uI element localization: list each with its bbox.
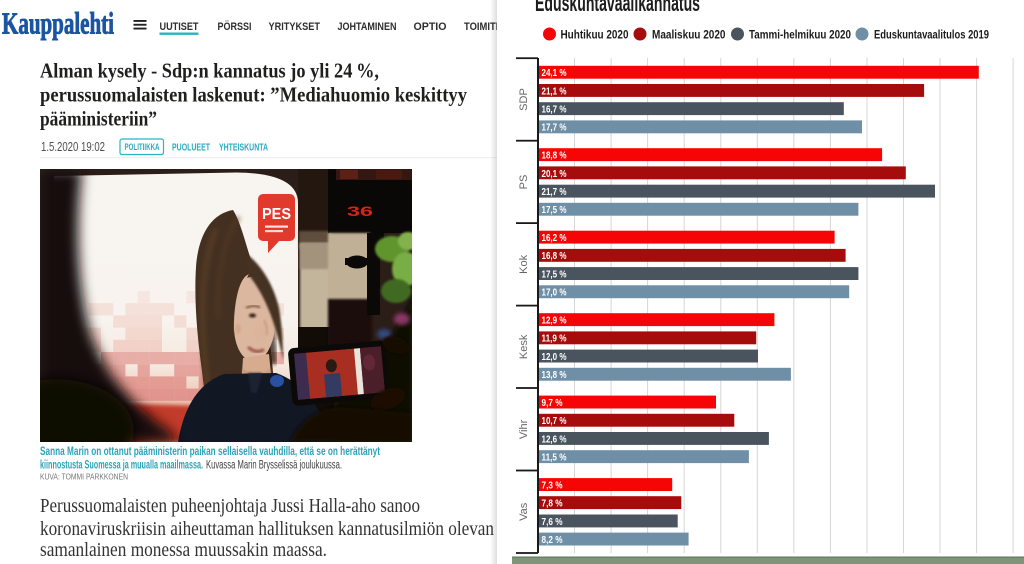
svg-text:YRITYKSET: YRITYKSET — [269, 21, 321, 33]
svg-text:SDP: SDP — [518, 88, 530, 111]
svg-text:PUOLUEET: PUOLUEET — [172, 143, 210, 154]
svg-text:11,5 %: 11,5 % — [542, 452, 568, 464]
svg-text:Vas: Vas — [518, 502, 530, 521]
svg-text:21,1 %: 21,1 % — [542, 85, 567, 97]
svg-text:17,5 %: 17,5 % — [542, 204, 567, 216]
svg-text:13,8 %: 13,8 % — [542, 369, 567, 381]
svg-text:12,9 %: 12,9 % — [542, 315, 567, 327]
svg-text:17,7 %: 17,7 % — [542, 122, 567, 134]
svg-text:Sanna Marin on ottanut päämini: Sanna Marin on ottanut pääministerin pai… — [40, 446, 380, 458]
svg-text:Kok: Kok — [518, 254, 530, 273]
svg-text:PES: PES — [262, 206, 291, 223]
svg-text:PÖRSSI: PÖRSSI — [218, 20, 252, 33]
svg-text:KUVA: TOMMI PARKKONEN: KUVA: TOMMI PARKKONEN — [40, 472, 128, 482]
svg-text:20,1 %: 20,1 % — [542, 168, 567, 180]
svg-text:24,1 %: 24,1 % — [542, 67, 567, 79]
svg-text:7,8 %: 7,8 % — [542, 498, 564, 510]
svg-text:12,6 %: 12,6 % — [542, 433, 567, 445]
svg-text:8,2 %: 8,2 % — [542, 534, 564, 546]
svg-text:17,5 %: 17,5 % — [542, 268, 567, 280]
svg-text:9,7 %: 9,7 % — [542, 397, 564, 409]
svg-text:Kuvassa Marin Brysselissä joul: Kuvassa Marin Brysselissä joulukuussa. — [206, 460, 342, 472]
svg-text:perussuomalaisten laskenut: ”M: perussuomalaisten laskenut: ”Mediahuomio… — [40, 83, 467, 107]
svg-text:Alman kysely - Sdp:n kannatus: Alman kysely - Sdp:n kannatus jo yli 24 … — [40, 59, 379, 83]
svg-text:11,9 %: 11,9 % — [542, 333, 568, 345]
svg-text:Vihr: Vihr — [518, 419, 530, 439]
svg-text:12,0 %: 12,0 % — [542, 351, 567, 363]
svg-text:Huhtikuu 2020: Huhtikuu 2020 — [561, 28, 629, 42]
svg-text:Maaliskuu 2020: Maaliskuu 2020 — [652, 28, 726, 42]
svg-text:Eduskuntavaalikannatus: Eduskuntavaalikannatus — [535, 0, 700, 16]
svg-text:PS: PS — [518, 175, 530, 190]
svg-text:Tammi-helmikuu 2020: Tammi-helmikuu 2020 — [749, 28, 851, 42]
svg-text:Kesk: Kesk — [518, 334, 530, 359]
svg-text:21,7 %: 21,7 % — [542, 186, 567, 198]
svg-text:17,0 %: 17,0 % — [542, 287, 567, 299]
svg-text:JOHTAMINEN: JOHTAMINEN — [338, 21, 397, 33]
svg-text:OPTIO: OPTIO — [414, 21, 447, 33]
svg-text:1.5.2020 19:02: 1.5.2020 19:02 — [41, 140, 105, 154]
svg-text:Kauppalehti: Kauppalehti — [2, 6, 114, 41]
svg-text:UUTISET: UUTISET — [160, 21, 199, 33]
svg-text:YHTEISKUNTA: YHTEISKUNTA — [219, 143, 268, 154]
svg-text:7,6 %: 7,6 % — [542, 516, 564, 528]
svg-text:18,8 %: 18,8 % — [542, 150, 567, 162]
svg-text:16,8 %: 16,8 % — [542, 250, 567, 262]
svg-text:POLITIIKKA: POLITIIKKA — [125, 142, 160, 153]
svg-text:Eduskuntavaalitulos 2019: Eduskuntavaalitulos 2019 — [874, 28, 989, 42]
svg-text:Perussuomalaisten puheenjohtaj: Perussuomalaisten puheenjohtaja Jussi Ha… — [40, 495, 420, 517]
svg-text:16,2 %: 16,2 % — [542, 232, 567, 244]
svg-text:koronaviruskriisin aiheuttaman: koronaviruskriisin aiheuttaman hallituks… — [40, 518, 494, 540]
svg-text:16,7 %: 16,7 % — [542, 104, 567, 116]
svg-text:kiinnostusta Suomessa ja muual: kiinnostusta Suomessa ja muualla maailma… — [40, 460, 203, 472]
svg-text:7,3 %: 7,3 % — [542, 479, 564, 491]
svg-text:36: 36 — [347, 204, 374, 219]
svg-text:samanlainen monessa muussakin: samanlainen monessa muussakin maassa. — [40, 539, 327, 561]
svg-text:pääministeriin”: pääministeriin” — [40, 107, 157, 131]
svg-text:10,7 %: 10,7 % — [542, 415, 567, 427]
